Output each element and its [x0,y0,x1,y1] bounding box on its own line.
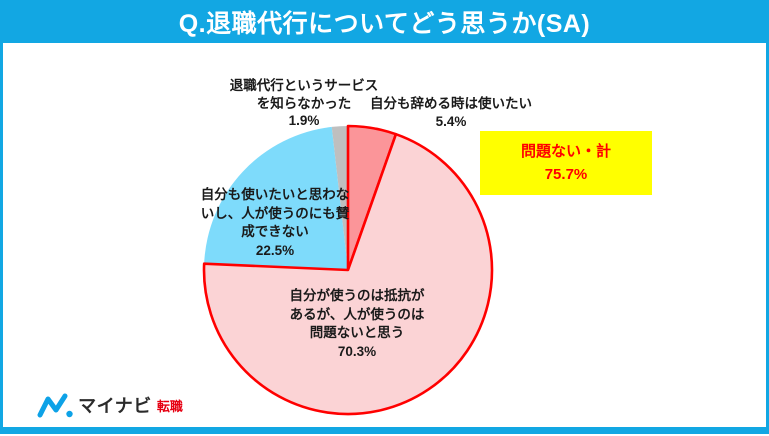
pie-segment-2 [204,126,348,270]
logo-service-text: 転職 [156,398,183,414]
logo-brand-text: マイナビ [78,396,152,416]
pie-label-ok-for-others: 自分が使うのは抵抗が あるが、人が使うのは 問題ないと思う 70.3% [289,288,425,359]
page-title: Q.退職代行についてどう思うか(SA) [178,9,591,38]
pie-label-would-use: 自分も辞める時は使いたい 5.4% [370,96,532,129]
mynavi-logo: マイナビ 転職 [35,385,185,425]
title-bar: Q.退職代行についてどう思うか(SA) [0,0,769,43]
total-annotation-box: 問題ない・計 75.7% [480,131,652,195]
pie-segment-1 [202,132,494,416]
pie-label-unaware: 退職代行というサービス を知らなかった 1.9% [229,78,379,128]
pie-segment-3 [331,125,349,270]
mynavi-zigzag-icon [37,393,73,418]
bottom-margin [0,434,769,436]
pie-label-disagree: 自分も使いたいと思わな いし、人が使うのにも賛 成できない 22.5% [200,187,350,258]
